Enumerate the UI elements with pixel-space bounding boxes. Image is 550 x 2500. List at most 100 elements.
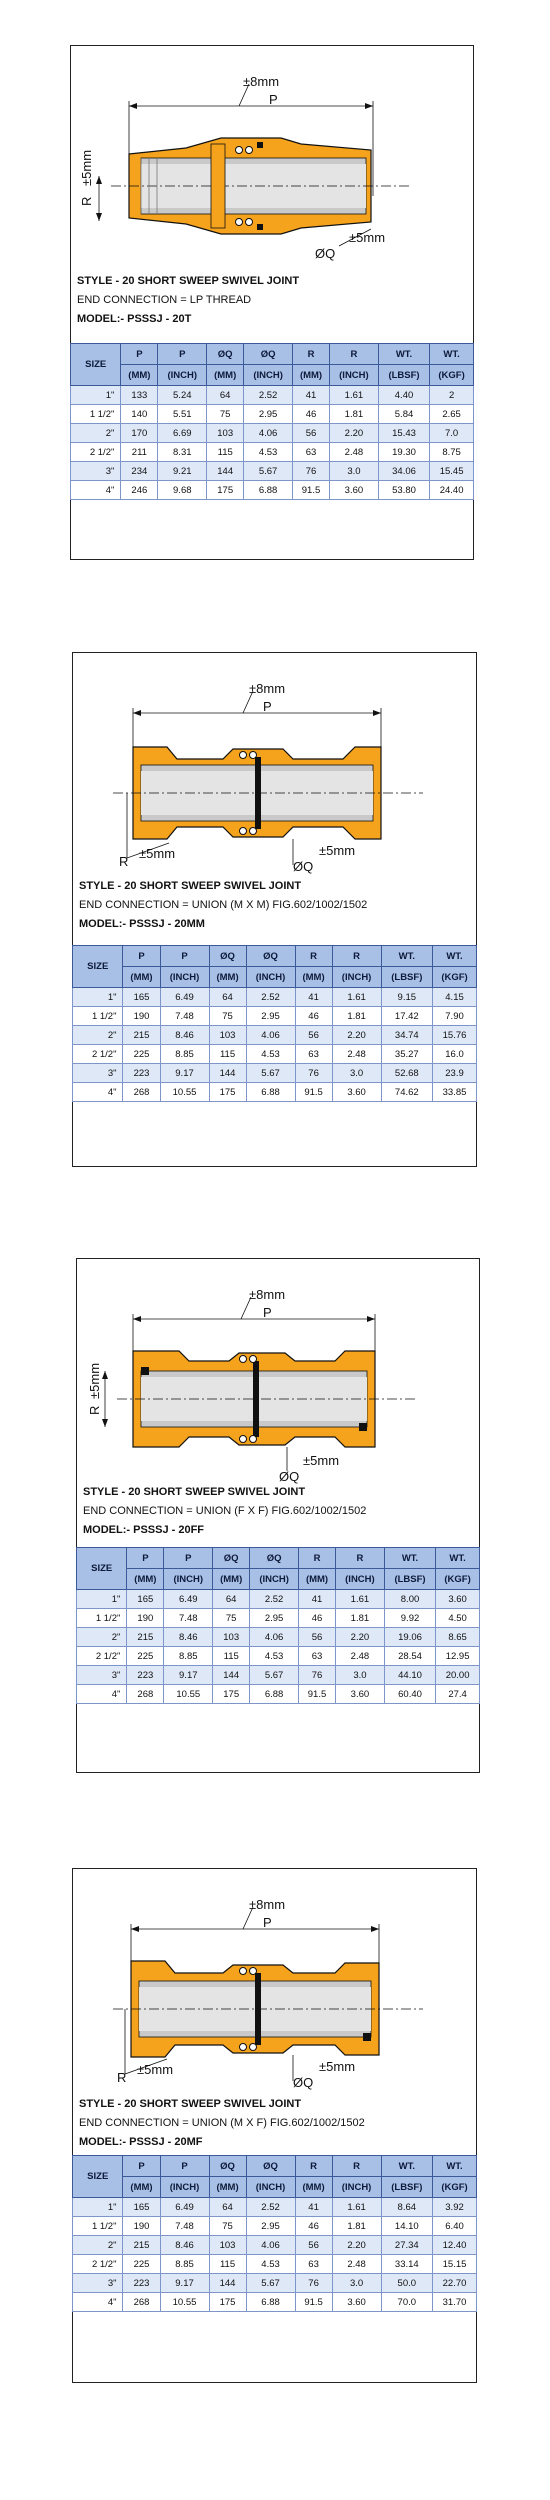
table-cell: 44.10: [383, 1665, 437, 1685]
table-cell: 3.0: [331, 1063, 382, 1083]
table-cell: 9.92: [383, 1608, 437, 1628]
table-cell: 165: [122, 2197, 161, 2217]
column-header: P: [157, 343, 208, 365]
table-cell: 64: [206, 385, 245, 405]
table-row: 3" 234 9.21 144 5.67 76 3.0 34.06 15.45: [69, 461, 474, 481]
table-cell: 103: [212, 1627, 251, 1647]
q-tolerance-label: ±5mm: [349, 230, 385, 245]
table-cell: 115: [208, 2254, 247, 2274]
table-row: 2" 170 6.69 103 4.06 56 2.20 15.43 7.0: [69, 423, 474, 443]
table-row: 1" 165 6.49 64 2.52 41 1.61 9.15 4.15: [71, 987, 477, 1007]
table-row: 1 1/2" 140 5.51 75 2.95 46 1.81 5.84 2.65: [69, 404, 474, 424]
table-row: 2" 215 8.46 103 4.06 56 2.20 34.74 15.76: [71, 1025, 477, 1045]
table-cell: 10.55: [159, 2292, 210, 2312]
table-cell: 8.85: [159, 1044, 210, 1064]
column-unit: (INCH): [159, 2176, 210, 2198]
q-tolerance-label: ±5mm: [303, 1453, 339, 1468]
table-cell: 7.48: [159, 2216, 210, 2236]
column-header: ØQ: [212, 1547, 251, 1569]
table-cell: 3.60: [435, 1589, 480, 1609]
table-header-row: SIZE P P ØQ ØQ R R WT. WT.: [71, 2155, 477, 2198]
table-cell: 33.14: [380, 2254, 434, 2274]
table-cell: 5.67: [243, 461, 294, 481]
table-row: 1" 165 6.49 64 2.52 41 1.61 8.64 3.92: [71, 2197, 477, 2217]
table-cell: 1.81: [331, 1006, 382, 1026]
table-cell: 268: [126, 1684, 165, 1704]
table-cell: 2.95: [249, 1608, 300, 1628]
table-cell: 9.21: [157, 461, 208, 481]
table-cell: 1.61: [335, 1589, 385, 1609]
table-cell: 3": [75, 1665, 128, 1685]
table-cell: 23.9: [432, 1063, 477, 1083]
table-row: 2" 215 8.46 103 4.06 56 2.20 27.34 12.40: [71, 2235, 477, 2255]
table-row: 2 1/2" 225 8.85 115 4.53 63 2.48 28.54 12.95: [75, 1646, 480, 1666]
table-cell: 56: [294, 2235, 333, 2255]
table-cell: 133: [120, 385, 159, 405]
table-cell: 246: [120, 480, 159, 500]
q-tolerance-label: ±5mm: [319, 2059, 355, 2074]
column-header: R: [292, 343, 331, 365]
table-cell: 190: [126, 1608, 165, 1628]
table-cell: 1": [71, 987, 124, 1007]
table-cell: 103: [206, 423, 245, 443]
table-cell: 46: [298, 1608, 337, 1628]
column-unit: (INCH): [159, 966, 210, 988]
table-cell: 56: [294, 1025, 333, 1045]
table-cell: 34.06: [377, 461, 431, 481]
table-cell: 4.06: [245, 2235, 296, 2255]
table-cell: 175: [208, 2292, 247, 2312]
table-cell: 190: [122, 1006, 161, 1026]
table-cell: 6.88: [245, 2292, 296, 2312]
p-label: P: [263, 1305, 272, 1320]
table-cell: 31.70: [432, 2292, 477, 2312]
column-header: SIZE: [71, 945, 124, 988]
table-header-row: SIZE P P ØQ ØQ R R WT. WT.: [71, 945, 477, 988]
table-cell: 5.84: [377, 404, 431, 424]
column-header: R: [298, 1547, 337, 1569]
spec-table-20t: SIZE P P ØQ ØQ R R WT. WT. (MM) (INCH) (MM) (INCH) (M…: [69, 343, 474, 500]
table-cell: 223: [126, 1665, 165, 1685]
table-cell: 35.27: [380, 1044, 434, 1064]
table-cell: 9.68: [157, 480, 208, 500]
p-label: P: [263, 1915, 272, 1930]
r-tolerance-label: ±5mm: [87, 1363, 102, 1399]
table-cell: 1.61: [331, 987, 382, 1007]
q-tolerance-label: ±5mm: [319, 843, 355, 858]
column-header: R: [331, 945, 382, 967]
table-cell: 10.55: [163, 1684, 214, 1704]
table-cell: 2.48: [329, 442, 379, 462]
column-unit: (INCH): [245, 2176, 296, 2198]
style-title: STYLE - 20 SHORT SWEEP SWIVEL JOINT: [79, 2098, 302, 2110]
table-cell: 41: [292, 385, 331, 405]
table-cell: 15.43: [377, 423, 431, 443]
model-number: MODEL:- PSSSJ - 20T: [77, 313, 192, 325]
column-unit: (INCH): [245, 966, 296, 988]
caption-20mf: STYLE - 20 SHORT SWEEP SWIVEL JOINT END …: [79, 2095, 365, 2152]
column-header: P: [159, 945, 210, 967]
table-cell: 4.15: [432, 987, 477, 1007]
table-cell: 64: [208, 987, 247, 1007]
table-cell: 1.81: [331, 2216, 382, 2236]
table-cell: 1 1/2": [69, 404, 122, 424]
table-header-row: SIZE P P ØQ ØQ R R WT. WT.: [69, 343, 474, 386]
table-cell: 2.48: [331, 2254, 382, 2274]
column-header: R: [329, 343, 379, 365]
product-card-20mm: ±8mm P R ±5mm ØQ ±5mm STYLE - 20 SHORT S…: [71, 652, 477, 1167]
model-number: MODEL:- PSSSJ - 20MM: [79, 918, 205, 930]
table-cell: 9.15: [380, 987, 434, 1007]
table-row: 1" 165 6.49 64 2.52 41 1.61 8.00 3.60: [75, 1589, 480, 1609]
table-cell: 4": [71, 2292, 124, 2312]
r-label: R: [87, 1406, 102, 1415]
column-unit: (LBSF): [377, 364, 431, 386]
table-cell: 175: [212, 1684, 251, 1704]
table-cell: 17.42: [380, 1006, 434, 1026]
table-cell: 4.06: [245, 1025, 296, 1045]
style-title: STYLE - 20 SHORT SWEEP SWIVEL JOINT: [77, 275, 300, 287]
style-title: STYLE - 20 SHORT SWEEP SWIVEL JOINT: [79, 880, 302, 892]
table-cell: 12.95: [435, 1646, 480, 1666]
table-cell: 4.06: [243, 423, 294, 443]
table-row: 4" 268 10.55 175 6.88 91.5 3.60 74.62 33.85: [71, 1082, 477, 1102]
p-label: P: [263, 699, 272, 714]
table-cell: 5.67: [249, 1665, 300, 1685]
table-cell: 223: [122, 2273, 161, 2293]
